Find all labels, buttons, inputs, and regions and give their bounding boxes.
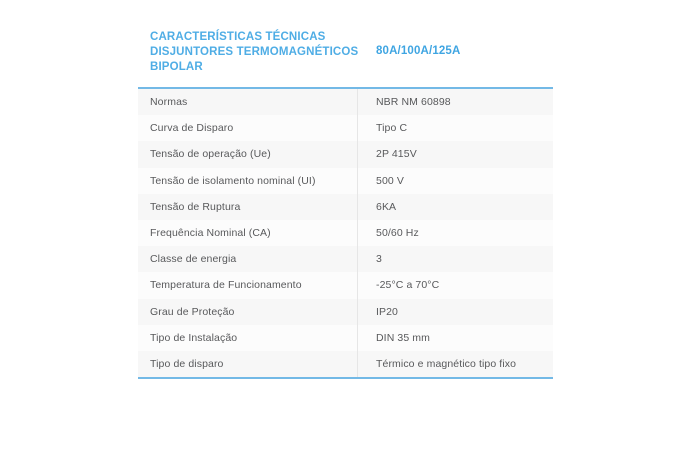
spec-label: Classe de energia: [138, 246, 358, 273]
table-row: Tipo de Instalação DIN 35 mm: [138, 324, 553, 351]
spec-value: 500 V: [376, 174, 404, 187]
spec-value: IP20: [376, 305, 398, 318]
spec-value: NBR NM 60898: [376, 96, 451, 109]
spec-header-value-heading: 80A/100A/125A: [376, 45, 461, 57]
spec-value: 3: [376, 253, 382, 266]
spec-label: Tipo de Instalação: [138, 324, 358, 351]
table-row: Curva de Disparo Tipo C: [138, 115, 553, 142]
technical-specifications-sheet: CARACTERÍSTICAS TÉCNICAS DISJUNTORES TER…: [138, 30, 553, 380]
spec-header-title: CARACTERÍSTICAS TÉCNICAS DISJUNTORES TER…: [138, 30, 376, 75]
spec-header-title-line-3: BIPOLAR: [150, 61, 203, 73]
spec-value: DIN 35 mm: [376, 331, 430, 344]
table-row: Grau de Proteção IP20: [138, 298, 553, 325]
spec-label: Tensão de isolamento nominal (UI): [138, 167, 358, 194]
spec-header-title-line-2: DISJUNTORES TERMOMAGNÉTICOS: [150, 46, 359, 58]
table-row: Temperatura de Funcionamento -25°C a 70°…: [138, 272, 553, 299]
spec-label: Curva de Disparo: [138, 115, 358, 142]
spec-value: Tipo C: [376, 122, 408, 135]
spec-label: Tensão de operação (Ue): [138, 141, 358, 168]
spec-value: 2P 415V: [376, 148, 417, 161]
spec-label: Tipo de disparo: [138, 350, 358, 378]
table-row: Classe de energia 3: [138, 246, 553, 273]
table-row: Frequência Nominal (CA) 50/60 Hz: [138, 219, 553, 247]
table-row: Normas NBR NM 60898: [138, 89, 553, 116]
spec-value: 6KA: [376, 200, 397, 213]
table-row: Tensão de isolamento nominal (UI) 500 V: [138, 167, 553, 194]
table-row: Tensão de operação (Ue) 2P 415V: [138, 141, 553, 168]
spec-label: Grau de Proteção: [138, 298, 358, 325]
spec-label: Temperatura de Funcionamento: [138, 272, 358, 299]
specifications-table: Normas NBR NM 60898 Curva de Disparo Tip…: [138, 87, 553, 380]
spec-value: Térmico e magnético tipo fixo: [376, 357, 517, 370]
spec-label: Normas: [138, 89, 358, 116]
spec-value: -25°C a 70°C: [376, 279, 440, 292]
spec-value: 50/60 Hz: [376, 227, 419, 240]
spec-header: CARACTERÍSTICAS TÉCNICAS DISJUNTORES TER…: [138, 30, 553, 87]
spec-label: Frequência Nominal (CA): [138, 219, 358, 247]
table-row: Tipo de disparo Térmico e magnético tipo…: [138, 350, 553, 378]
spec-header-title-line-1: CARACTERÍSTICAS TÉCNICAS: [150, 31, 326, 43]
table-row: Tensão de Ruptura 6KA: [138, 193, 553, 220]
spec-label: Tensão de Ruptura: [138, 193, 358, 220]
